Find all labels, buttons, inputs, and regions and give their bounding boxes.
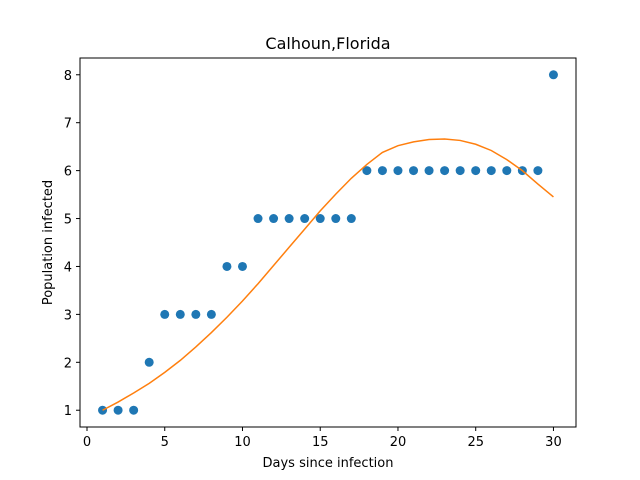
- y-tick-label: 7: [64, 117, 72, 132]
- data-point: [486, 166, 496, 176]
- data-point: [269, 214, 279, 224]
- data-point: [393, 166, 403, 176]
- y-axis: 1 2 3 4 5 6 7 8: [64, 69, 80, 419]
- data-point: [533, 166, 543, 176]
- data-point: [502, 166, 512, 176]
- data-point: [409, 166, 419, 176]
- data-point: [471, 166, 481, 176]
- data-point: [362, 166, 372, 176]
- data-point: [129, 405, 139, 415]
- data-point: [175, 309, 185, 319]
- x-tick-label: 5: [161, 435, 169, 450]
- data-point: [237, 261, 247, 271]
- data-point: [300, 214, 310, 224]
- x-tick-label: 0: [83, 435, 91, 450]
- data-point: [440, 166, 450, 176]
- data-point: [98, 405, 108, 415]
- x-tick-label: 10: [234, 435, 251, 450]
- x-tick-label: 25: [467, 435, 484, 450]
- plot-frame: [79, 57, 577, 428]
- y-tick-label: 5: [64, 213, 72, 228]
- data-point: [548, 70, 558, 80]
- y-tick-label: 8: [64, 69, 72, 84]
- y-tick-label: 1: [64, 404, 72, 419]
- data-point: [346, 214, 356, 224]
- data-point: [331, 214, 341, 224]
- data-point: [424, 166, 434, 176]
- y-axis-label: Population infected: [41, 180, 56, 305]
- data-point: [222, 261, 232, 271]
- x-axis-label: Days since infection: [263, 456, 394, 471]
- x-axis: 0 5 10 15 20 25 30: [83, 427, 562, 450]
- data-point: [284, 214, 294, 224]
- data-point: [253, 214, 263, 224]
- data-point: [113, 405, 123, 415]
- y-tick-label: 3: [64, 308, 72, 323]
- data-point: [206, 309, 216, 319]
- x-tick-label: 30: [545, 435, 562, 450]
- data-point: [315, 214, 325, 224]
- data-point: [377, 166, 387, 176]
- x-tick-label: 20: [390, 435, 407, 450]
- data-point: [144, 357, 154, 367]
- data-point: [455, 166, 465, 176]
- chart-title: Calhoun,Florida: [265, 34, 390, 53]
- plot-marks: [98, 70, 558, 415]
- fit-line: [102, 138, 554, 411]
- data-point: [160, 309, 170, 319]
- data-point: [191, 309, 201, 319]
- y-tick-label: 2: [64, 356, 72, 371]
- y-tick-label: 4: [64, 260, 72, 275]
- x-tick-label: 15: [312, 435, 329, 450]
- y-tick-label: 6: [64, 165, 72, 180]
